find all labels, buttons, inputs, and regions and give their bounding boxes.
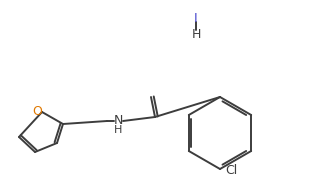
Text: I: I <box>194 12 198 24</box>
Text: H: H <box>114 125 122 135</box>
Text: O: O <box>32 104 42 117</box>
Text: H: H <box>191 27 201 41</box>
Text: Cl: Cl <box>225 163 237 177</box>
Text: N: N <box>113 113 123 126</box>
